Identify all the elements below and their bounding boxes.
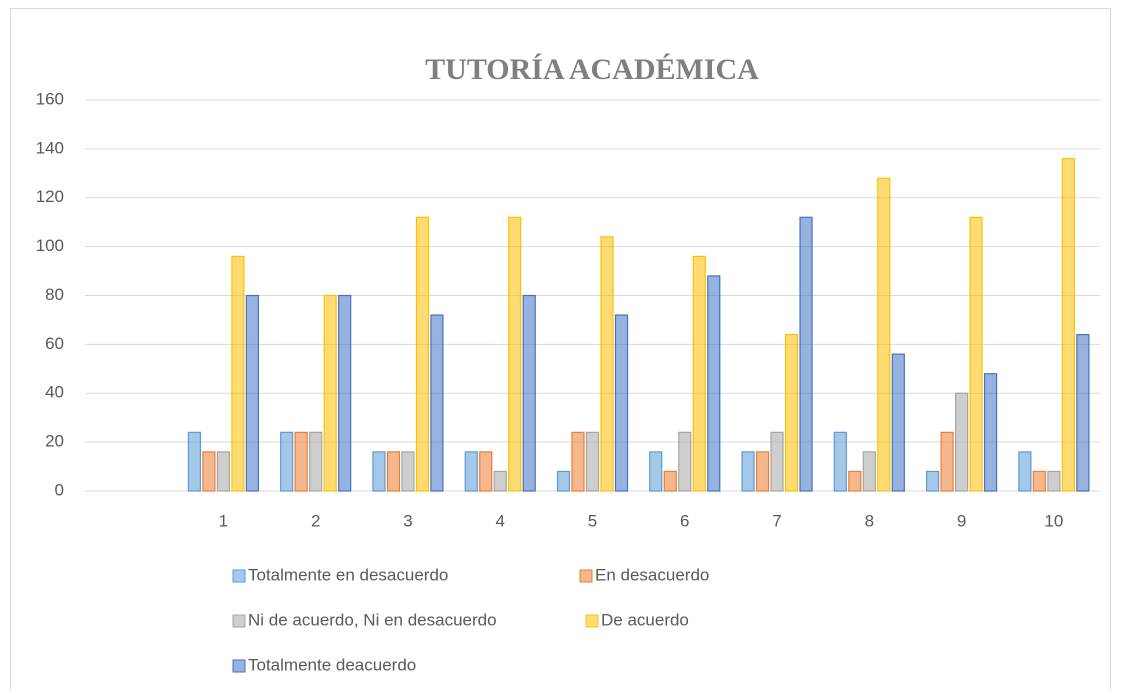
bar: [784, 334, 799, 492]
bar: [430, 314, 444, 492]
bar: [1032, 470, 1046, 492]
legend-label: De acuerdo: [601, 610, 689, 629]
x-tick-label: 4: [495, 511, 504, 530]
bar: [663, 470, 677, 492]
bar: [833, 431, 847, 492]
y-tick-label: 40: [45, 383, 64, 402]
x-tick-label: 7: [772, 511, 781, 530]
legend-swatch: [232, 659, 246, 673]
bar: [508, 216, 522, 492]
bar: [877, 177, 891, 492]
y-tick-label: 20: [45, 432, 64, 451]
bar: [571, 431, 585, 492]
x-tick-label: 3: [403, 511, 412, 530]
bar: [954, 392, 969, 492]
bar: [940, 431, 954, 492]
bar: [585, 431, 600, 492]
y-tick-label: 120: [36, 187, 64, 206]
bar: [741, 451, 755, 492]
bar: [338, 294, 352, 492]
bar: [464, 451, 478, 492]
legend-swatch: [579, 569, 593, 583]
x-tick-label: 5: [588, 511, 597, 530]
bar: [522, 294, 536, 492]
bar: [479, 451, 493, 492]
bar: [925, 470, 940, 492]
bar: [1076, 334, 1090, 492]
x-tick-label: 8: [865, 511, 874, 530]
x-tick-label: 1: [219, 511, 228, 530]
legend-swatch: [232, 614, 246, 628]
y-tick-label: 100: [36, 236, 64, 255]
legend-label: En desacuerdo: [595, 565, 709, 584]
bar: [309, 431, 323, 492]
bar: [692, 255, 706, 492]
bar: [280, 431, 294, 492]
bar: [799, 216, 813, 492]
y-tick-label: 80: [45, 285, 64, 304]
bar: [493, 470, 507, 492]
legend-swatch: [585, 614, 599, 628]
x-tick-label: 6: [680, 511, 689, 530]
bar: [678, 431, 692, 492]
x-tick-label: 10: [1044, 511, 1063, 530]
bar: [1061, 158, 1075, 492]
bar: [848, 470, 862, 492]
legend-label: Totalmente en desacuerdo: [248, 565, 448, 584]
bar: [770, 431, 784, 492]
bar: [983, 373, 998, 492]
bar: [386, 451, 401, 492]
bar: [187, 431, 202, 492]
bar: [649, 451, 663, 492]
bar: [614, 314, 629, 492]
bar: [415, 216, 430, 492]
bar: [202, 451, 216, 492]
bar: [372, 451, 386, 492]
bar: [401, 451, 415, 492]
bar: [1018, 451, 1032, 492]
x-tick-label: 9: [957, 511, 966, 530]
y-tick-label: 0: [55, 480, 64, 499]
bar: [231, 255, 245, 492]
bar: [323, 294, 337, 492]
bar: [707, 275, 721, 492]
bar: [600, 236, 614, 492]
bar: [755, 451, 770, 492]
chart-title: TUTORÍA ACADÉMICA: [425, 53, 759, 86]
legend-label: Totalmente deacuerdo: [248, 655, 416, 674]
y-tick-label: 140: [36, 138, 64, 157]
bar: [891, 353, 905, 492]
y-tick-label: 60: [45, 334, 64, 353]
chart-frame: [10, 8, 1111, 695]
y-tick-label: 160: [36, 89, 64, 108]
legend-swatch: [232, 569, 246, 583]
bar: [969, 216, 983, 492]
bar: [862, 451, 876, 492]
legend-label: Ni de acuerdo, Ni en desacuerdo: [248, 610, 497, 629]
bar: [245, 294, 260, 492]
bar: [216, 451, 231, 492]
bar: [1047, 470, 1061, 492]
bar: [294, 431, 308, 492]
bar: [556, 470, 571, 492]
x-tick-label: 2: [311, 511, 320, 530]
